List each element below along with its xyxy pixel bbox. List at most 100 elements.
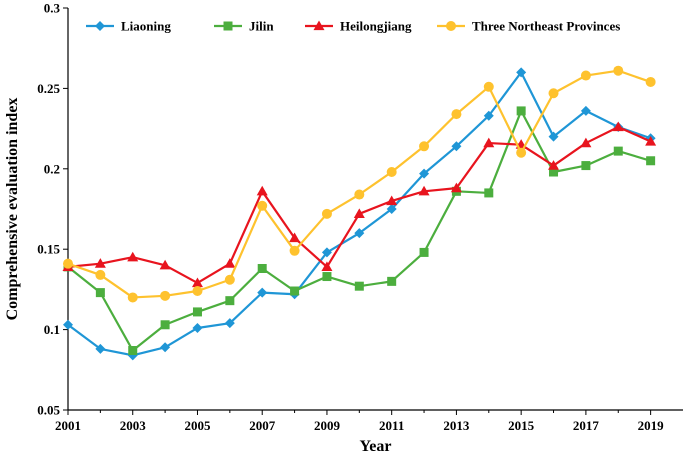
legend-label: Heilongjiang xyxy=(340,19,412,34)
legend-item: Heilongjiang xyxy=(305,19,412,34)
data-point xyxy=(418,185,430,196)
data-point xyxy=(321,261,333,272)
y-tick-label: 0.1 xyxy=(44,322,60,337)
data-point xyxy=(483,110,494,121)
series-1 xyxy=(63,106,656,356)
data-point xyxy=(290,286,300,296)
data-point xyxy=(224,274,235,285)
data-point xyxy=(192,286,203,297)
legend-label: Three Northeast Provinces xyxy=(472,19,620,34)
data-point xyxy=(321,208,332,219)
data-point xyxy=(160,290,171,301)
series-2 xyxy=(62,121,657,288)
data-point xyxy=(646,156,656,166)
data-point xyxy=(95,269,106,280)
data-point xyxy=(353,208,365,218)
data-point xyxy=(483,137,495,148)
data-point xyxy=(95,288,105,298)
data-point xyxy=(386,167,397,178)
data-point xyxy=(548,88,559,99)
data-point xyxy=(548,160,560,170)
x-tick-label: 2001 xyxy=(55,418,81,433)
y-tick-label: 0.15 xyxy=(37,242,60,257)
x-axis-title: Year xyxy=(360,438,392,454)
legend-item: Liaoning xyxy=(86,19,171,34)
x-tick-label: 2011 xyxy=(379,418,404,433)
data-point xyxy=(580,105,591,116)
data-point xyxy=(354,189,365,200)
y-tick-label: 0.3 xyxy=(44,1,61,16)
data-point xyxy=(387,276,397,286)
data-point xyxy=(483,81,494,92)
data-point xyxy=(516,67,527,78)
data-point xyxy=(63,319,73,330)
data-point xyxy=(127,292,138,303)
data-point xyxy=(128,346,138,356)
data-point xyxy=(289,232,301,243)
legend-marker xyxy=(313,20,325,31)
data-point xyxy=(386,195,398,206)
data-point xyxy=(580,70,591,81)
legend-marker xyxy=(95,21,105,31)
data-point xyxy=(63,258,73,269)
data-point xyxy=(159,259,171,270)
axes: 0.05 0.1 0.15 0.2 0.25 0.3 2001 2003 2005 2007 200… xyxy=(37,1,683,433)
data-point xyxy=(484,188,494,198)
legend-label: Jilin xyxy=(249,19,274,34)
data-point xyxy=(225,296,235,306)
legend-marker xyxy=(446,21,456,31)
data-point xyxy=(257,263,267,273)
data-point xyxy=(645,76,656,87)
series-layer xyxy=(62,65,657,361)
y-tick-label: 0.2 xyxy=(44,161,60,176)
x-tick-label: 2005 xyxy=(184,418,211,433)
legend-label: Liaoning xyxy=(121,19,171,34)
data-point xyxy=(419,247,429,257)
data-point xyxy=(516,106,526,116)
x-tick-label: 2007 xyxy=(249,418,276,433)
x-tick-label: 2013 xyxy=(443,418,470,433)
data-point xyxy=(354,228,365,239)
x-tick-label: 2003 xyxy=(120,418,147,433)
data-point xyxy=(451,109,462,120)
data-point xyxy=(451,141,462,152)
data-point xyxy=(95,343,106,354)
y-tick-label: 0.25 xyxy=(37,81,60,96)
data-point xyxy=(450,182,462,193)
data-point xyxy=(419,168,430,179)
data-point xyxy=(256,185,268,196)
data-point xyxy=(613,146,623,156)
data-point xyxy=(192,322,203,333)
data-point xyxy=(160,320,170,330)
legend-item: Three Northeast Provinces xyxy=(437,19,620,34)
data-point xyxy=(289,245,300,256)
data-point xyxy=(548,131,559,142)
data-point xyxy=(419,141,430,152)
series-line xyxy=(67,125,652,285)
data-point xyxy=(354,281,364,291)
data-point xyxy=(191,277,203,288)
data-point xyxy=(581,161,591,171)
series-3 xyxy=(63,65,656,303)
data-point xyxy=(127,251,139,262)
data-point xyxy=(386,204,397,214)
data-point xyxy=(224,318,235,329)
x-tick-label: 2009 xyxy=(314,418,341,433)
legend-marker xyxy=(223,21,233,31)
data-point xyxy=(257,287,268,298)
y-tick-label: 0.05 xyxy=(37,403,60,418)
data-point xyxy=(224,258,236,268)
data-point xyxy=(613,65,624,76)
data-point xyxy=(94,258,106,268)
data-point xyxy=(322,272,332,282)
data-point xyxy=(160,342,171,353)
data-point xyxy=(645,135,657,146)
x-tick-label: 2015 xyxy=(508,418,535,433)
y-axis-title: Comprehensive evaluation index xyxy=(4,98,21,321)
data-point xyxy=(580,137,592,148)
x-tick-label: 2019 xyxy=(638,418,665,433)
legend: Liaoning Jilin Heilongjiang Three Northeast… xyxy=(86,19,620,34)
data-point xyxy=(516,147,527,158)
data-point xyxy=(321,247,332,258)
